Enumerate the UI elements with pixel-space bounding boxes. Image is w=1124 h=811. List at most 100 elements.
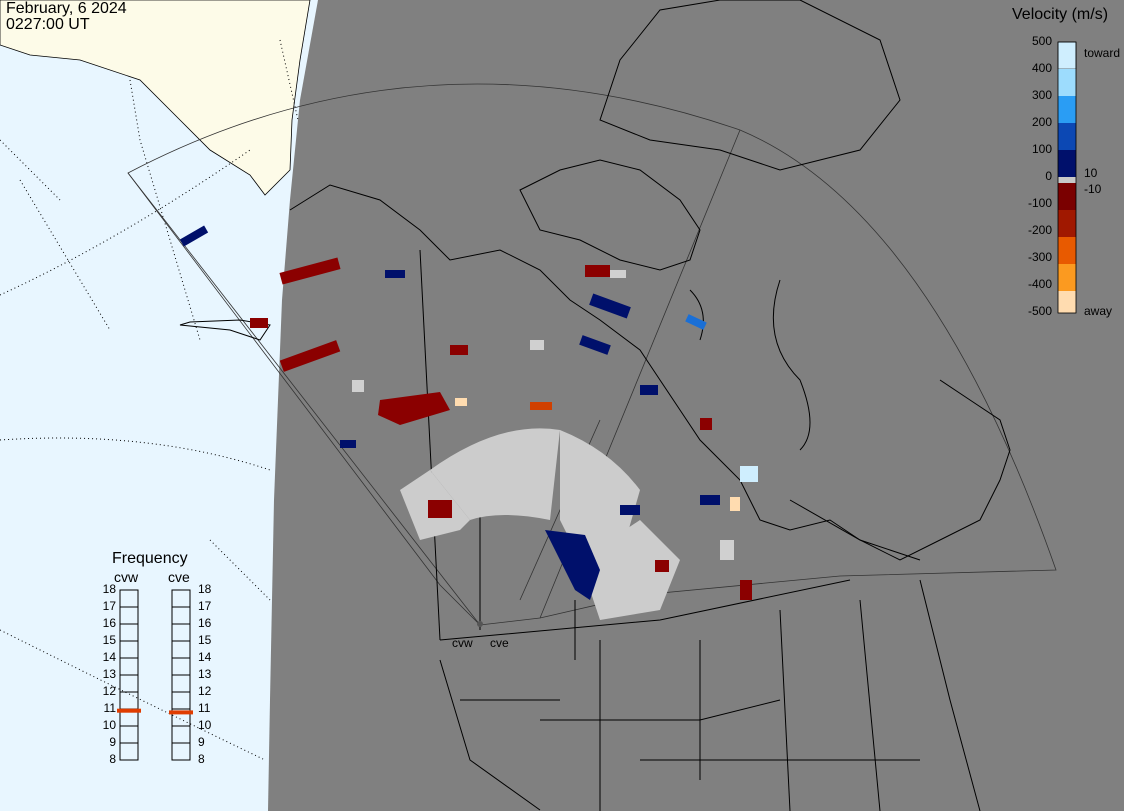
scatter-light-grey-cell [720,540,734,560]
scatter-toward-cell [640,385,658,395]
frequency-bars [119,589,191,761]
frequency-scale-label: 12 [102,684,116,698]
colorbar-toward-300 [1058,96,1076,123]
frequency-scale-label: 8 [109,752,116,766]
velocity-legend-title: Velocity (m/s) [1012,6,1109,23]
frequency-scale-label: 8 [198,752,205,766]
velocity-tick: 0 [1045,169,1052,183]
scatter-away-cell [428,500,452,518]
scatter-light-grey-cells [352,270,734,560]
colorbar-away-500 [1058,291,1076,313]
scatter-pale-away-cells [455,398,740,511]
scatter-grey-south [580,520,680,620]
velocity-tick: 100 [1031,142,1052,156]
frequency-scale-label: 18 [102,582,116,596]
frequency-scale-label: 11 [198,701,211,715]
scatter-pale-toward-cell [740,466,758,482]
scatter-away-main [378,392,450,425]
frequency-scale-label: 17 [102,599,116,613]
scatter-grey-arc-east [560,430,640,560]
scatter-away-cell [250,318,268,328]
colorbar-neutral [1058,177,1076,183]
frequency-radar-label: cve [168,569,190,585]
site-label-cvw: cvw [452,636,473,650]
scatter-toward-cells [179,225,720,600]
frequency-scale-label: 10 [198,718,212,732]
scatter-light-grey-cell [352,380,364,392]
velocity-label-away: away [1084,304,1113,318]
frequency-marker-cvw [117,708,141,713]
scatter-away-cell [700,418,712,430]
scatter-fast-toward-cell [685,314,707,330]
colorbar-toward-400 [1058,69,1076,96]
velocity-tick: -100 [1027,196,1052,210]
frequency-scale-label: 13 [102,667,116,681]
scatter-fast-away-cell [530,402,552,410]
velocity-tick: -200 [1027,223,1052,237]
frequency-scale-label: 9 [109,735,116,749]
scatter-toward-cell [700,495,720,505]
scatter-light-grey-cell [530,340,544,350]
velocity-tick: 200 [1031,115,1052,129]
scatter-grey-core [430,428,560,520]
frequency-scale-label: 18 [198,582,212,596]
daylit-land-alaska [0,0,311,196]
scatter-pale-toward-cells [740,466,758,482]
colorbar-away-200 [1058,210,1076,237]
frequency-scale-label: 14 [102,650,116,664]
date-label: February, 6 2024 [6,0,127,17]
scatter-toward-cell [579,335,611,355]
velocity-tick: -400 [1027,277,1052,291]
scatter-away-cell [279,340,341,372]
site-label-cve: cve [490,636,509,650]
site-marker-cvw [477,621,483,627]
scatter-away-cell [655,560,669,572]
scatter-toward-cell [620,505,640,515]
colorbar-away-300 [1058,237,1076,264]
velocity-label-neg-threshold: -10 [1084,182,1102,196]
frequency-title: Frequency [112,550,188,567]
time-label: 0227:00 UT [6,16,90,33]
frequency-scale-label: 10 [102,718,116,732]
scatter-toward-main [545,530,600,600]
velocity-tick: -300 [1027,250,1052,264]
velocity-label-pos-threshold: 10 [1084,166,1098,180]
frequency-bar-ticks [120,606,190,744]
frequency-marker-cve [169,710,193,715]
frequency-scale-label: 16 [102,616,116,630]
scatter-light-grey-cell [610,270,626,278]
frequency-scale-label: 16 [198,616,212,630]
night-region [268,0,1124,811]
scatter-fast-away-cells [530,402,552,410]
frequency-scale-label: 14 [198,650,212,664]
velocity-tick: 500 [1031,34,1052,48]
scatter-toward-cell [179,225,209,247]
frequency-scale-label: 12 [198,684,212,698]
frequency-markers [117,708,193,715]
colorbar-frame [1057,41,1077,314]
colorbar-toward-500 [1057,41,1077,70]
colorbar-toward-200 [1058,123,1076,150]
scatter-toward-cell [589,293,631,319]
graticule-lines [0,39,299,761]
velocity-colorbar [1057,41,1077,314]
scatter-pale-away-cell [730,497,740,511]
frequency-scale-label: 11 [103,701,116,715]
scatter-grey-fan [400,428,680,620]
velocity-label-toward: toward [1084,46,1121,60]
colorbar-toward-100 [1058,150,1076,177]
colorbar-away-100 [1058,183,1076,210]
scatter-fast-toward-cells [685,314,707,330]
velocity-tick: 300 [1031,88,1052,102]
frequency-radar-label: cvw [114,569,139,585]
velocity-tick: -500 [1027,304,1052,318]
scatter-away-cell [450,345,468,355]
scatter-toward-cell [385,270,405,278]
scatter-away-cell [740,580,752,600]
scatter-away-cell [279,257,341,285]
frequency-scale-label: 17 [198,599,212,613]
scatter-away-cells [250,257,752,600]
frequency-scale-label: 15 [102,633,116,647]
frequency-scale-label: 9 [198,735,205,749]
